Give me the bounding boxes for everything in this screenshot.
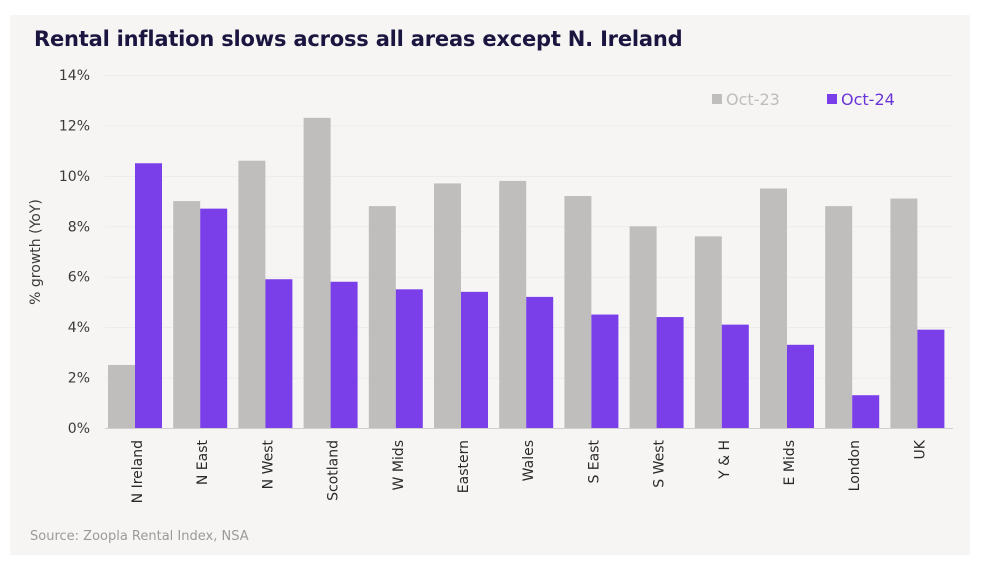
legend-label: Oct-24 <box>841 90 895 109</box>
bar-oct-23 <box>694 236 722 428</box>
x-category-label: N East <box>195 439 211 485</box>
bar-oct-23 <box>173 201 201 428</box>
legend-swatch-oct-24 <box>827 94 837 104</box>
bar-oct-23 <box>890 198 918 428</box>
x-category-label: W Mids <box>391 440 407 490</box>
x-category-label: Wales <box>521 440 537 481</box>
x-category-label: UK <box>912 439 928 459</box>
bar-oct-23 <box>760 188 787 428</box>
y-tick-label: 0% <box>68 421 90 437</box>
bar-oct-24 <box>526 296 554 428</box>
x-category-label: Scotland <box>326 440 342 501</box>
y-tick-label: 6% <box>68 270 90 286</box>
legend: Oct-23 Oct-24 <box>712 90 895 109</box>
bar-oct-23 <box>238 160 266 428</box>
bar-oct-24 <box>591 314 619 428</box>
y-tick-label: 8% <box>68 219 90 235</box>
bar-oct-24 <box>265 279 293 428</box>
y-tick-label: 14% <box>59 68 90 84</box>
y-axis-label: % growth (YoY) <box>28 199 44 305</box>
x-category-label: N West <box>260 439 276 489</box>
bar-oct-23 <box>108 364 135 428</box>
bar-oct-24 <box>395 289 423 428</box>
x-category-label: London <box>847 440 863 491</box>
x-axis-categories: N Ireland N East N West Scotland W Mids Easte… <box>130 439 928 503</box>
bar-oct-23 <box>303 117 331 428</box>
y-tick-label: 2% <box>68 371 90 387</box>
bar-oct-24 <box>461 291 488 428</box>
x-category-label: S East <box>586 439 602 483</box>
y-tick-label: 10% <box>59 169 90 185</box>
bars <box>108 117 945 428</box>
legend-label: Oct-23 <box>726 90 780 109</box>
chart-title: Rental inflation slows across all areas … <box>34 27 683 51</box>
bar-oct-23 <box>368 206 396 428</box>
bar-oct-23 <box>434 183 461 428</box>
bar-oct-23 <box>499 180 527 428</box>
bar-oct-24 <box>656 317 684 428</box>
x-category-label: S West <box>652 439 668 487</box>
chart-panel: Rental inflation slows across all areas … <box>10 15 970 555</box>
y-tick-label: 12% <box>59 118 90 134</box>
legend-swatch-oct-23 <box>712 94 722 104</box>
bar-oct-24 <box>200 208 228 428</box>
bar-oct-24 <box>787 344 814 428</box>
bar-oct-23 <box>825 206 853 428</box>
y-axis-ticks: 0% 2% 4% 6% 8% 10% 12% 14% <box>59 68 90 437</box>
x-category-label: E Mids <box>782 440 798 485</box>
x-category-label: Y & H <box>717 440 733 480</box>
y-tick-label: 4% <box>68 320 90 336</box>
bar-oct-24 <box>330 281 358 428</box>
bar-oct-23 <box>629 226 657 428</box>
bar-oct-24 <box>852 395 880 428</box>
x-category-label: N Ireland <box>130 440 146 503</box>
source-note: Source: Zoopla Rental Index, NSA <box>30 529 249 544</box>
x-category-label: Eastern <box>456 440 472 493</box>
bar-oct-24 <box>135 163 162 428</box>
bar-oct-23 <box>564 196 592 428</box>
bar-oct-24 <box>721 324 749 428</box>
bar-oct-24 <box>917 329 945 428</box>
